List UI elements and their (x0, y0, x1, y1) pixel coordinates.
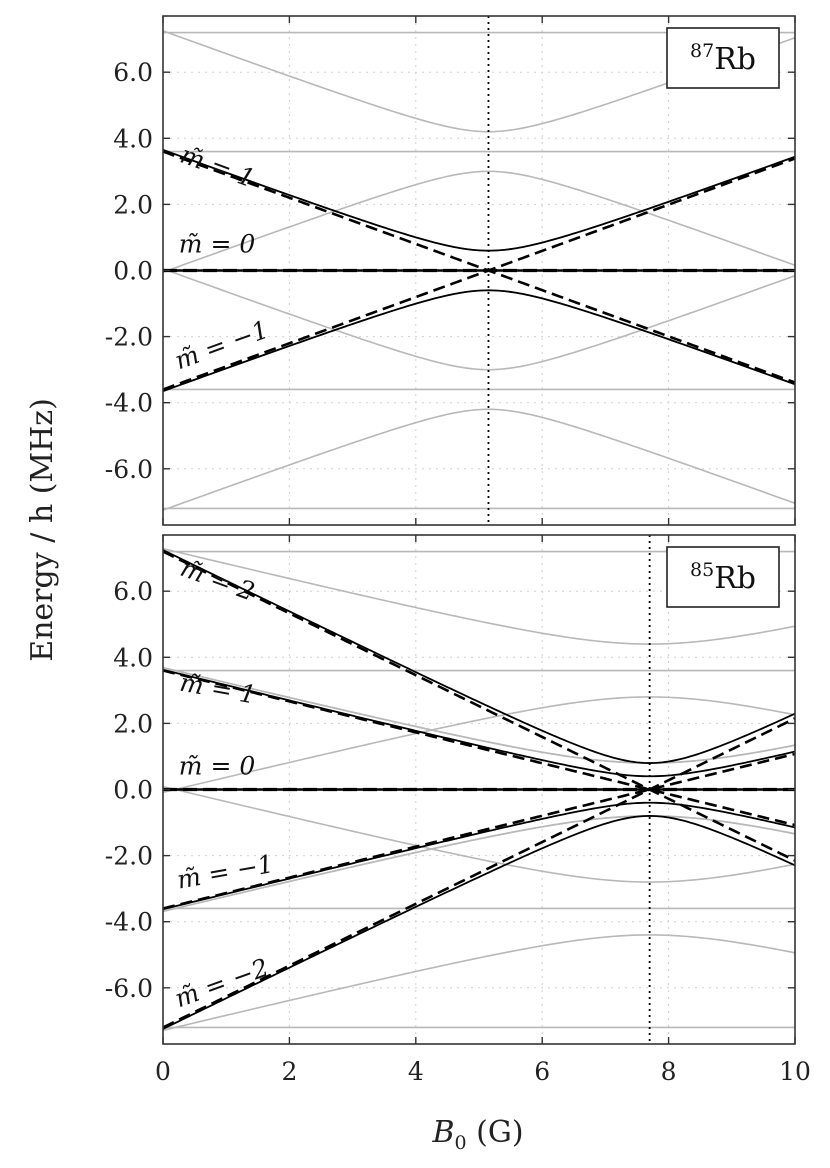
y-tick-label: 0.0 (113, 776, 153, 805)
legend-isotope-number: 85 (690, 559, 714, 581)
y-tick-label: -2.0 (105, 842, 153, 871)
legend-box (666, 546, 780, 608)
gray-level-curve (163, 696, 795, 794)
legend-isotope-number: 87 (690, 40, 714, 62)
level-m-1-dashed (163, 752, 795, 910)
gray-level-curve (163, 815, 795, 913)
y-tick-label: -6.0 (105, 455, 153, 484)
level-m2-dashed (163, 550, 795, 862)
plot-area (163, 30, 795, 511)
y-tick-label: -2.0 (105, 323, 153, 352)
x-axis-label-symbol: B (431, 1115, 454, 1150)
level-m1-dashed (163, 150, 795, 384)
y-tick-label: 0.0 (113, 257, 153, 286)
y-tick-label: 6.0 (113, 577, 153, 606)
y-tick-label: -4.0 (105, 389, 153, 418)
level-m-1-dashed (163, 157, 795, 391)
x-tick-label: 4 (408, 1057, 424, 1086)
curve-label: m̃ = 0 (179, 752, 256, 781)
curve-label: m̃ = −1 (171, 315, 272, 376)
y-tick-label: 4.0 (113, 643, 153, 672)
x-tick-label: 2 (281, 1057, 297, 1086)
y-tick-label: -4.0 (105, 908, 153, 937)
x-tick-label: 6 (534, 1057, 550, 1086)
x-tick-label: 8 (661, 1057, 677, 1086)
gray-level-curve (163, 666, 795, 764)
gray-level-curve (163, 785, 795, 883)
y-tick-label: 2.0 (113, 190, 153, 219)
level-m2-solid (163, 549, 795, 764)
x-axis-label-unit: (G) (467, 1115, 524, 1150)
level-m-2-dashed (163, 717, 795, 1029)
y-axis-label: Energy / h (MHz) (25, 398, 60, 662)
gray-level-curve (163, 170, 795, 273)
panel-85Rb: -6.0-4.0-2.00.02.04.06.00 2 4 6 8 10m̃ = 2m̃ … (105, 534, 811, 1086)
x-axis-label: B0 (G) (431, 1115, 523, 1154)
legend-label: 85Rb (690, 559, 756, 596)
panel-87Rb: -6.0 -4.0 -2.0 0.0 2.0 4.0 6.0 m̃ = 1 m̃ = 0 m̃ =… (105, 15, 796, 526)
gray-level-curve (163, 268, 795, 371)
x-axis-label-subscript: 0 (455, 1132, 467, 1154)
y-tick-label: 2.0 (113, 709, 153, 738)
curve-label: m̃ = 1 (177, 140, 259, 193)
level-m-2-solid (163, 815, 795, 1030)
y-tick-label: 6.0 (113, 58, 153, 87)
x-tick-label: 10 (779, 1057, 811, 1086)
legend-box (666, 27, 780, 89)
y-tick-label: 4.0 (113, 124, 153, 153)
level-m1-dashed (163, 669, 795, 827)
x-tick-label: 0 (155, 1057, 171, 1086)
legend-label: 87Rb (690, 40, 756, 77)
curve-label: m̃ = 0 (179, 229, 256, 258)
curve-label: m̃ = −2 (171, 953, 272, 1014)
gray-level-curve (163, 547, 795, 645)
level-m-1-solid (163, 289, 795, 392)
legend-element-name: Rb (714, 42, 756, 77)
level-m1-solid (163, 149, 795, 252)
gray-level-curve (163, 408, 795, 511)
legend-element-name: Rb (714, 561, 756, 596)
gray-level-curve (163, 934, 795, 1032)
plot-area (163, 547, 795, 1032)
curve-label: m̃ = 1 (178, 668, 258, 710)
y-tick-label: -6.0 (105, 974, 153, 1003)
